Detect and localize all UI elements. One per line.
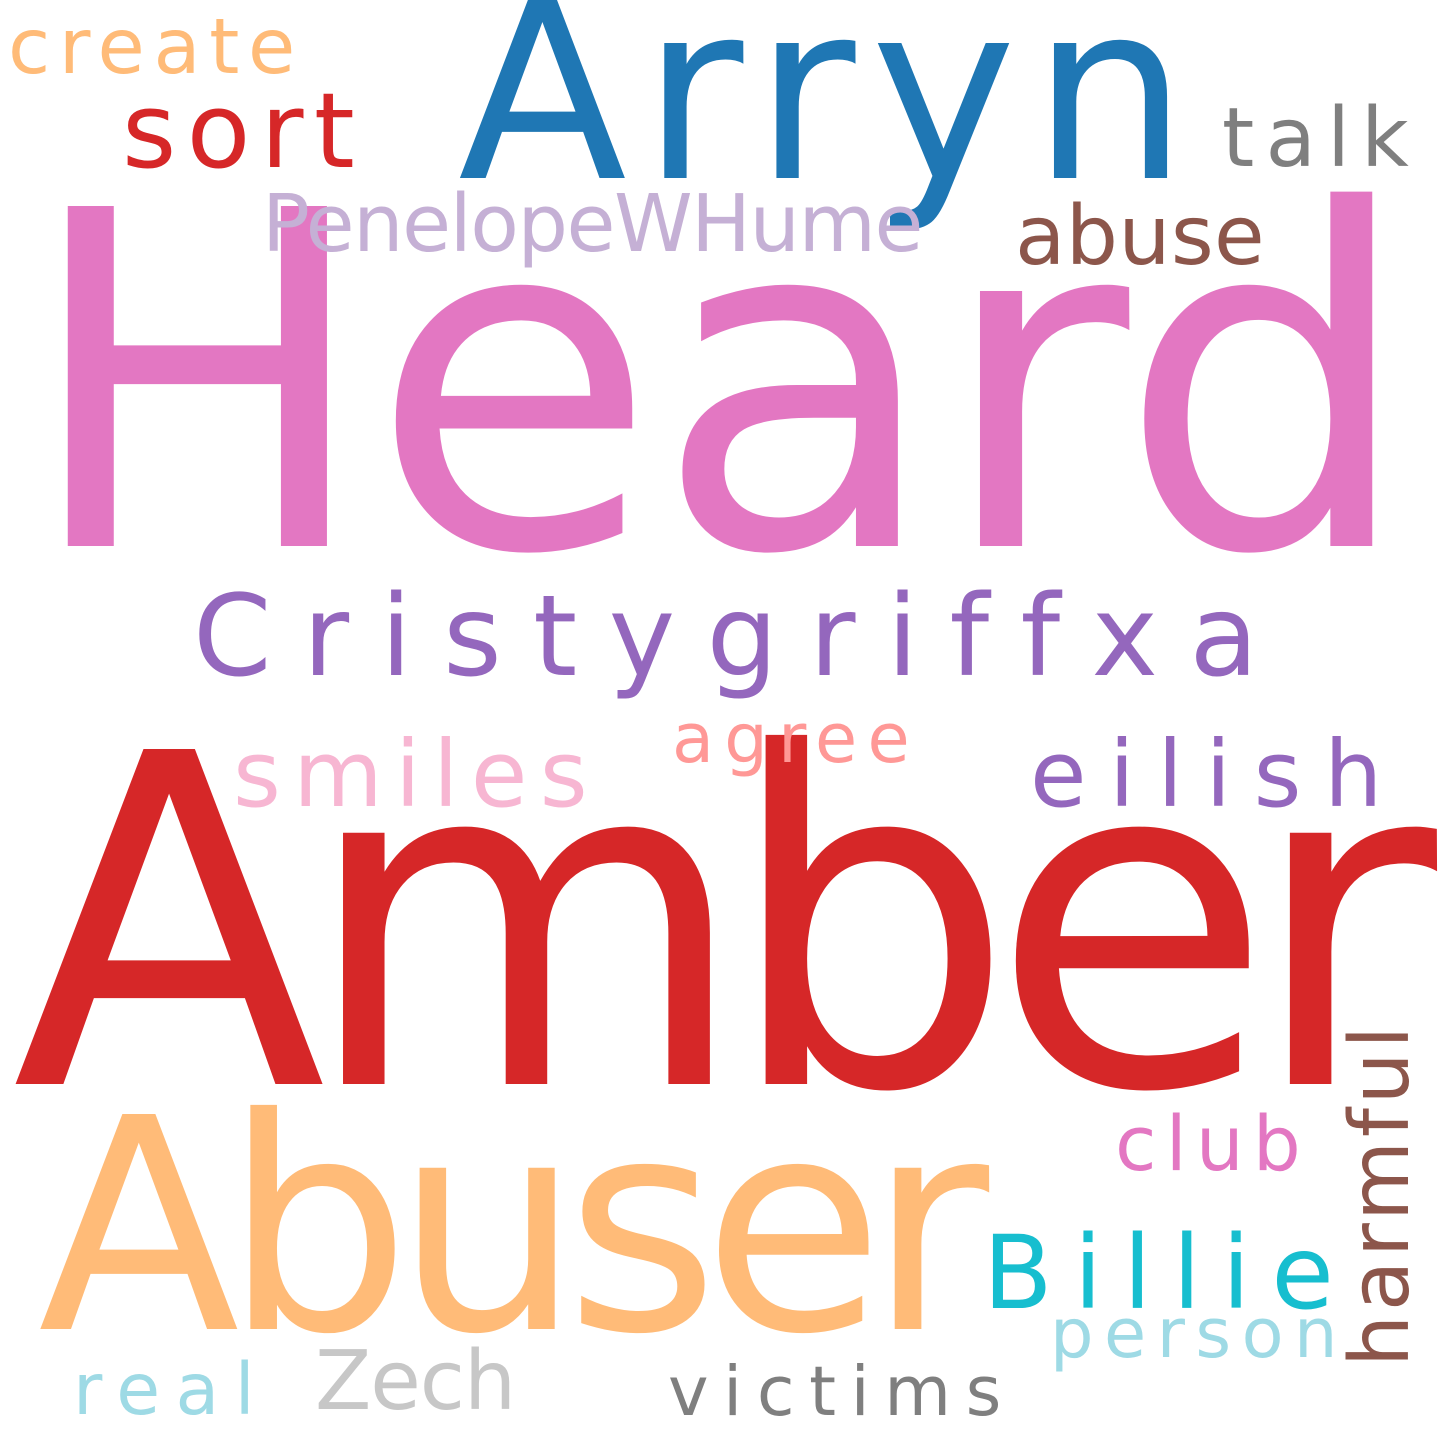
word-abuse: abuse <box>1015 188 1265 284</box>
word-heard: Heard <box>22 112 1415 656</box>
word-agree: agree <box>672 698 920 779</box>
word-person: person <box>1050 1293 1348 1374</box>
word-club: club <box>1115 1099 1310 1188</box>
word-eilish: eilish <box>1030 721 1405 829</box>
word-penelopewhume: PenelopeWHume <box>262 176 923 270</box>
word-victims: victims <box>668 1351 1016 1432</box>
word-abuser: Abuser <box>38 1055 989 1400</box>
word-talk: talk <box>1222 90 1420 186</box>
word-sort: sort <box>122 70 365 193</box>
word-arryn: Arryn <box>458 0 1203 237</box>
word-real: real <box>73 1348 270 1432</box>
word-zech: Zech <box>315 1333 516 1429</box>
word-billie: Billie <box>983 1213 1355 1332</box>
word-smiles: smiles <box>233 721 600 829</box>
word-harmful: harmful <box>1332 1022 1428 1367</box>
word-amber: Amber <box>12 657 1437 1193</box>
word-cristygriffxa: Cristygriffxa <box>193 571 1290 702</box>
word-create: create <box>8 3 304 93</box>
